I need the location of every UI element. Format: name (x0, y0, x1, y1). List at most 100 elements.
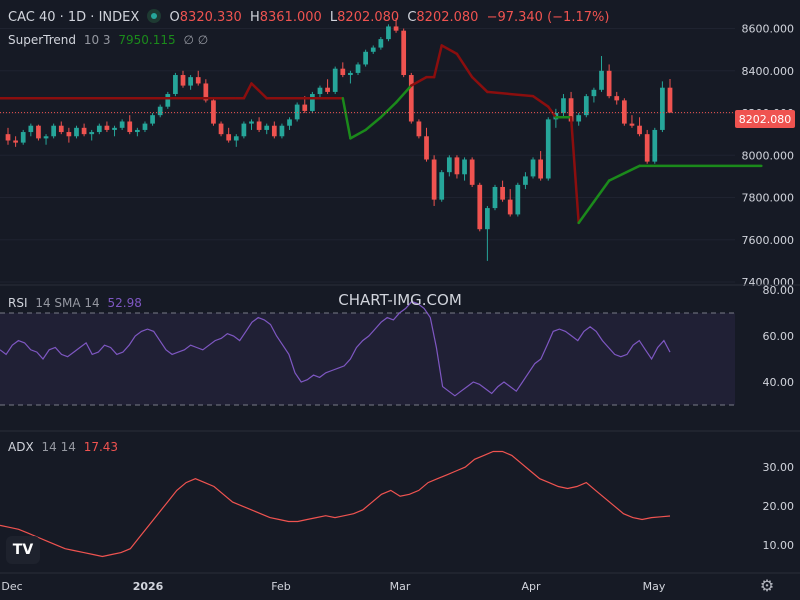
y-tick-label-main: 7800.000 (742, 192, 795, 205)
candle-body (660, 87, 665, 130)
candle-body (13, 140, 18, 143)
candle-body (332, 68, 338, 92)
price-tag-bg (735, 110, 795, 128)
candle-body (500, 186, 505, 200)
candle-body (96, 125, 102, 133)
candle-body (431, 159, 437, 200)
candle-body (241, 123, 247, 137)
close-label: C (407, 10, 417, 25)
supertrend-segment (394, 84, 413, 104)
y-tick-label-main: 8400.000 (742, 65, 795, 78)
supertrend-segment (607, 164, 641, 182)
x-tick-label: May (643, 580, 666, 593)
x-tick-label: Mar (390, 580, 411, 593)
candle-body (515, 184, 521, 215)
supertrend-segment (379, 101, 398, 119)
candle-body (20, 132, 26, 143)
candle-body (667, 87, 673, 113)
empty-set-icon: ∅ ∅ (183, 33, 209, 47)
rsi-value: 52.98 (107, 296, 142, 310)
y-tick-label-rsi: 80.00 (763, 284, 795, 297)
candle-body (264, 125, 270, 130)
y-axis: 8600.0008400.0008200.0008000.0007800.000… (742, 23, 795, 552)
x-tick-label: Dec (1, 580, 22, 593)
adx-legend[interactable]: ADX 14 14 17.43 (8, 440, 122, 454)
candle-body (637, 125, 642, 135)
candle-body (561, 98, 566, 114)
grid (0, 28, 735, 283)
supertrend-segment (341, 97, 352, 140)
candle-body (134, 129, 140, 133)
x-axis: Dec 2026 Feb Mar Apr May (1, 580, 666, 593)
candle-body (112, 127, 117, 130)
supertrend-segment (250, 82, 268, 100)
candle-body (36, 125, 41, 139)
close-value: 8202.080 (416, 10, 479, 25)
adx-params: 14 14 (41, 440, 76, 454)
candle-body (74, 127, 79, 137)
low-label: L (329, 10, 338, 25)
price-tag: 8202.080 (739, 113, 792, 126)
candle-body (355, 64, 361, 73)
symbol-title[interactable]: CAC 40 · 1D · INDEX (8, 10, 140, 25)
rsi-legend[interactable]: RSI 14 SMA 14 52.98 (8, 296, 146, 310)
candle-body (599, 70, 604, 90)
candle-body (150, 115, 155, 124)
candle-body (583, 96, 589, 116)
tradingview-logo[interactable]: TV (6, 536, 40, 564)
candle-body (439, 172, 445, 200)
rsi-band-fill (0, 313, 735, 405)
supertrend-line (0, 44, 763, 225)
candle-body (66, 132, 72, 137)
market-status-icon (147, 9, 162, 23)
candle-body (348, 72, 353, 76)
candle-body (462, 159, 467, 175)
candle-body (226, 134, 232, 141)
candle-body (614, 96, 620, 101)
candle-body (477, 184, 483, 230)
supertrend-segment (440, 44, 459, 56)
candlestick-series (5, 18, 673, 261)
candle-body (271, 125, 277, 137)
candle-body (485, 208, 490, 230)
supertrend-segment (569, 116, 580, 225)
supertrend-segment (455, 52, 474, 79)
watermark: CHART-IMG.COM (338, 291, 462, 309)
candle-body (568, 98, 574, 122)
candle-body (58, 125, 64, 133)
low-value: 8202.080 (337, 10, 400, 25)
y-tick-label-main: 8000.000 (742, 149, 795, 162)
candle-body (249, 121, 254, 124)
y-tick-label-adx: 10.00 (763, 539, 795, 552)
candle-body (81, 127, 87, 135)
y-tick-label-adx: 30.00 (763, 461, 795, 474)
supertrend-segment (531, 94, 550, 108)
candle-body (408, 75, 414, 122)
candle-body (523, 176, 528, 185)
candle-body (142, 123, 148, 130)
supertrend-segment (592, 179, 611, 203)
candle-body (370, 47, 376, 52)
supertrend-legend[interactable]: SuperTrend 10 3 7950.115 ∅ ∅ (8, 33, 212, 47)
supertrend-segment (410, 75, 428, 87)
candle-body (446, 157, 452, 173)
candle-body (386, 26, 391, 40)
candle-body (538, 159, 544, 179)
candle-body (469, 159, 475, 185)
supertrend-segment (349, 128, 367, 140)
candle-body (119, 121, 125, 128)
candle-body (378, 39, 384, 48)
candle-body (545, 119, 551, 179)
supertrend-label: SuperTrend (8, 33, 76, 47)
rsi-label: RSI (8, 296, 28, 310)
supertrend-segment (364, 116, 383, 132)
candle-body (576, 115, 582, 122)
candle-body (157, 106, 163, 116)
candle-body (424, 136, 429, 160)
gear-icon[interactable]: ⚙ (759, 576, 775, 595)
open-value: 8320.330 (179, 10, 242, 25)
y-tick-label-main: 8600.000 (742, 23, 795, 36)
rsi-params: 14 SMA 14 (35, 296, 100, 310)
x-tick-label: Feb (271, 580, 290, 593)
